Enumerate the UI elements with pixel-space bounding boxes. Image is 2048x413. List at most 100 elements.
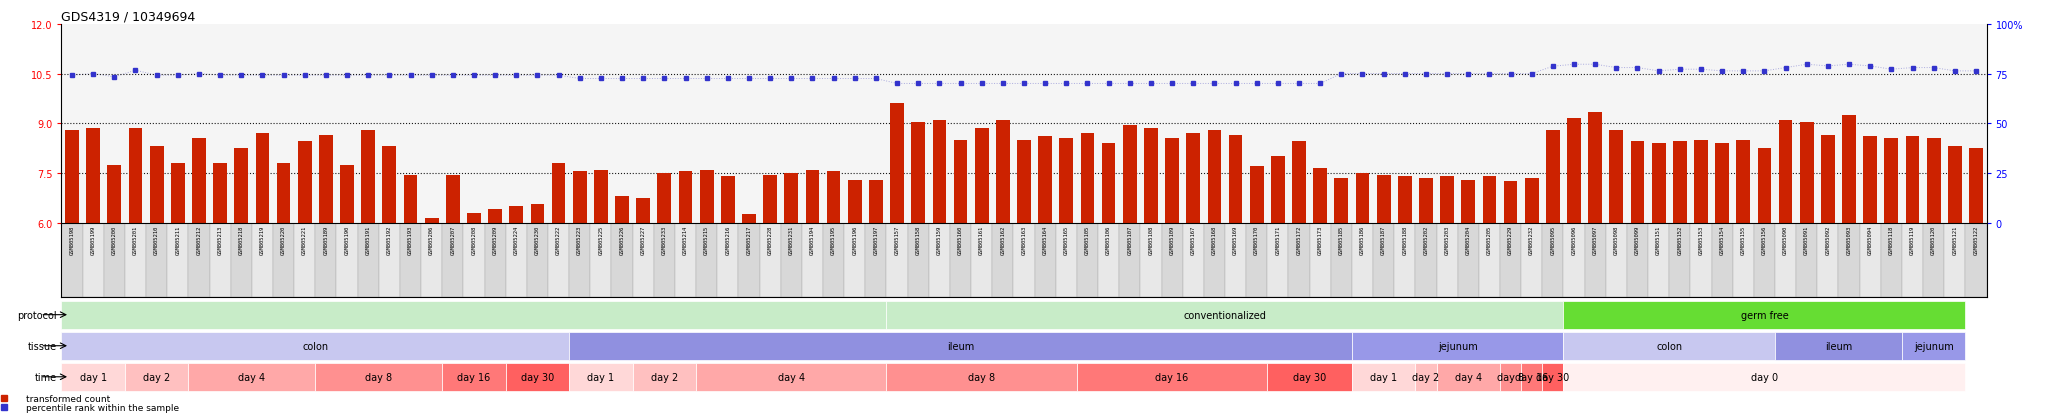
Text: GSM805203: GSM805203 <box>1444 225 1450 254</box>
Bar <box>1014 223 1034 297</box>
Text: conventionalized: conventionalized <box>1184 310 1266 320</box>
Bar <box>442 223 463 297</box>
Bar <box>213 164 227 223</box>
Text: day 4: day 4 <box>238 372 266 382</box>
Text: day 1: day 1 <box>80 372 106 382</box>
Bar <box>932 121 946 223</box>
Bar <box>1331 223 1352 297</box>
Text: GSM805188: GSM805188 <box>1403 225 1407 254</box>
Bar <box>150 147 164 223</box>
Bar <box>319 135 332 223</box>
Text: ileum: ileum <box>946 341 975 351</box>
Bar <box>1776 332 1903 360</box>
Text: GSM805155: GSM805155 <box>1741 225 1745 254</box>
Bar <box>1165 139 1180 223</box>
Bar <box>1249 167 1264 223</box>
Bar <box>1690 223 1712 297</box>
Bar <box>954 140 967 223</box>
Bar <box>1268 223 1288 297</box>
Bar <box>739 223 760 297</box>
Text: day 30: day 30 <box>520 372 555 382</box>
Text: GSM805185: GSM805185 <box>1339 225 1343 254</box>
Text: GSM805225: GSM805225 <box>598 225 604 254</box>
Bar <box>424 218 438 223</box>
Text: GSM805195: GSM805195 <box>831 225 836 254</box>
Bar <box>1288 223 1309 297</box>
Text: day 4: day 4 <box>1454 372 1483 382</box>
Bar <box>1098 223 1118 297</box>
Bar <box>129 129 143 223</box>
Bar <box>1884 139 1898 223</box>
Bar <box>61 332 569 360</box>
Text: GSM805200: GSM805200 <box>113 225 117 254</box>
Bar <box>104 223 125 297</box>
Bar <box>1563 223 1585 297</box>
Bar <box>993 223 1014 297</box>
Bar <box>1733 223 1753 297</box>
Bar <box>569 332 1352 360</box>
Text: GSM805098: GSM805098 <box>1614 225 1618 254</box>
Bar <box>1503 182 1518 223</box>
Bar <box>1458 223 1479 297</box>
Bar <box>1376 175 1391 223</box>
Bar <box>1880 223 1903 297</box>
Text: GSM805189: GSM805189 <box>324 225 328 254</box>
Bar <box>907 223 930 297</box>
Bar <box>1522 363 1542 391</box>
Bar <box>188 363 315 391</box>
Bar <box>170 164 184 223</box>
Text: GSM805163: GSM805163 <box>1022 225 1026 254</box>
Bar <box>717 223 739 297</box>
Text: day 8: day 8 <box>365 372 393 382</box>
Text: transformed count: transformed count <box>27 394 111 403</box>
Bar <box>971 223 993 297</box>
Text: GSM805151: GSM805151 <box>1657 225 1661 254</box>
Text: colon: colon <box>1657 341 1681 351</box>
Bar <box>233 149 248 223</box>
Text: day 4: day 4 <box>778 372 805 382</box>
Text: GSM805216: GSM805216 <box>725 225 731 254</box>
Bar <box>252 223 272 297</box>
Bar <box>1161 223 1182 297</box>
Bar <box>1483 177 1497 223</box>
Bar <box>1309 223 1331 297</box>
Bar <box>467 213 481 223</box>
Bar <box>633 363 696 391</box>
Bar <box>1610 131 1624 223</box>
Text: GSM805092: GSM805092 <box>1825 225 1831 254</box>
Text: GSM805229: GSM805229 <box>1507 225 1513 254</box>
Bar <box>1757 149 1772 223</box>
Bar <box>193 139 205 223</box>
Bar <box>1905 137 1919 223</box>
Bar <box>1081 134 1094 223</box>
Bar <box>487 210 502 223</box>
Text: GSM805187: GSM805187 <box>1380 225 1386 254</box>
Bar <box>1395 223 1415 297</box>
Text: GSM805170: GSM805170 <box>1253 225 1260 254</box>
Bar <box>125 223 145 297</box>
Bar <box>510 206 522 223</box>
Bar <box>930 223 950 297</box>
Bar <box>61 223 82 297</box>
Text: GSM805205: GSM805205 <box>1487 225 1491 254</box>
Bar <box>1419 178 1434 223</box>
Bar <box>1712 223 1733 297</box>
Bar <box>1356 173 1370 223</box>
Bar <box>780 223 803 297</box>
Text: GSM805154: GSM805154 <box>1720 225 1724 254</box>
Bar <box>485 223 506 297</box>
Bar <box>209 223 231 297</box>
Bar <box>1059 139 1073 223</box>
Text: GSM805091: GSM805091 <box>1804 225 1808 254</box>
Bar <box>272 223 295 297</box>
Bar <box>1753 223 1776 297</box>
Bar <box>399 223 422 297</box>
Bar <box>1694 140 1708 223</box>
Text: GSM805227: GSM805227 <box>641 225 645 254</box>
Bar <box>1268 363 1352 391</box>
Bar <box>594 170 608 223</box>
Text: GSM805173: GSM805173 <box>1317 225 1323 254</box>
Bar <box>358 223 379 297</box>
Text: GSM805121: GSM805121 <box>1952 225 1958 254</box>
Text: ileum: ileum <box>1825 341 1851 351</box>
